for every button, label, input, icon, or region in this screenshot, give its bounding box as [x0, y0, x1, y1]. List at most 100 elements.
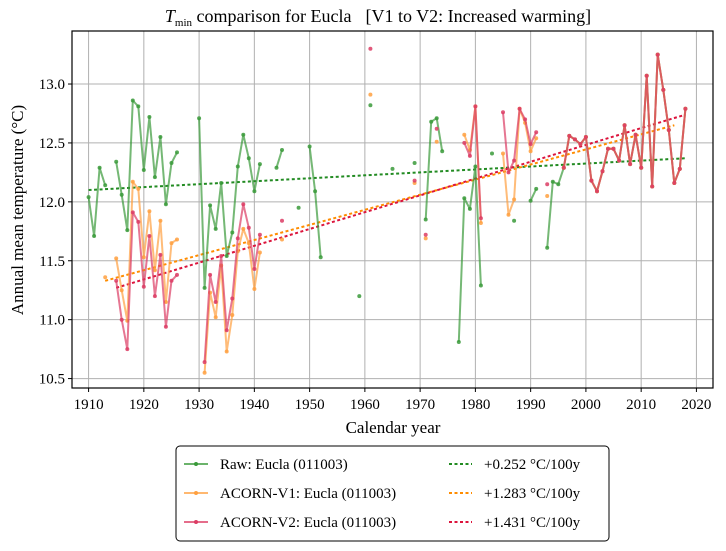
- series-line: [115, 211, 178, 351]
- data-point: [241, 226, 246, 231]
- y-tick-label: 12.0: [39, 195, 65, 211]
- series-line: [198, 118, 261, 289]
- x-tick-label: 2010: [626, 397, 656, 413]
- data-point: [125, 228, 130, 233]
- data-point: [628, 162, 633, 167]
- data-point: [175, 150, 179, 155]
- data-point: [412, 178, 417, 183]
- data-point: [617, 158, 622, 163]
- legend-trend-entries: +0.252 °C/100y +1.283 °C/100y +1.431 °C/10…: [449, 457, 581, 531]
- data-point: [534, 186, 539, 191]
- data-point: [545, 182, 550, 187]
- data-point: [163, 202, 168, 207]
- data-point: [202, 285, 207, 290]
- data-point: [125, 347, 130, 352]
- x-tick-label: 2000: [571, 397, 601, 413]
- data-point: [683, 106, 688, 111]
- data-point: [169, 241, 174, 246]
- data-point: [512, 158, 517, 163]
- data-point: [147, 209, 152, 214]
- data-point: [467, 153, 472, 158]
- data-point: [561, 165, 566, 170]
- data-point: [545, 245, 550, 250]
- trend-line-0: [88, 157, 686, 192]
- data-point: [274, 165, 279, 170]
- data-point: [429, 119, 434, 124]
- data-point: [528, 142, 533, 147]
- series-line: [115, 180, 178, 322]
- data-point: [141, 284, 146, 289]
- data-point: [567, 133, 572, 138]
- data-point: [97, 165, 102, 170]
- data-point: [246, 156, 251, 161]
- title-text: comparison for Eucla: [192, 6, 351, 26]
- legend-marker: [194, 491, 198, 495]
- data-point: [517, 106, 522, 111]
- legend-label: ACORN-V2: Eucla (011003): [220, 515, 396, 531]
- data-point: [528, 149, 533, 154]
- data-point: [412, 161, 417, 165]
- x-tick-label: 1940: [239, 397, 269, 413]
- x-axis-title: Calendar year: [346, 418, 441, 437]
- data-point: [235, 164, 240, 169]
- series-line: [463, 105, 482, 219]
- series-line: [457, 165, 482, 343]
- y-tick-label: 10.5: [39, 372, 65, 388]
- legend-label: Raw: Eucla (011003): [220, 457, 348, 473]
- trend-line-1: [104, 124, 675, 282]
- y-axis-title: Annual mean temperature (°C): [8, 105, 27, 315]
- data-point: [368, 46, 373, 51]
- data-point: [633, 132, 638, 137]
- x-tick-label: 1960: [350, 397, 380, 413]
- data-point: [512, 218, 517, 223]
- data-point: [136, 186, 141, 191]
- legend-marker: [194, 462, 198, 466]
- series-line: [424, 117, 444, 220]
- data-point: [147, 234, 152, 238]
- legend-entry: +0.252 °C/100y: [449, 457, 581, 473]
- data-point: [622, 123, 627, 128]
- data-point: [114, 278, 119, 283]
- legend-label: +1.431 °C/100y: [484, 515, 581, 531]
- legend: Raw: Eucla (011003) ACORN-V1: Eucla (0110…: [175, 445, 610, 542]
- data-point: [175, 237, 179, 242]
- data-point: [230, 313, 235, 317]
- data-point: [666, 128, 671, 132]
- data-point: [169, 161, 174, 165]
- data-point: [114, 256, 119, 261]
- legend-entry: +1.283 °C/100y: [449, 486, 581, 502]
- data-point: [136, 104, 141, 109]
- data-point: [512, 197, 517, 202]
- data-point: [103, 275, 108, 280]
- data-point: [534, 130, 539, 135]
- data-point: [606, 146, 610, 151]
- data-point: [257, 162, 262, 167]
- series-line: [529, 188, 538, 202]
- data-point: [462, 196, 467, 201]
- title-var: T: [165, 6, 177, 26]
- data-point: [434, 139, 439, 144]
- y-tick-label: 11.5: [39, 254, 65, 270]
- data-point: [119, 317, 124, 322]
- data-point: [550, 179, 555, 184]
- data-point: [241, 202, 246, 207]
- data-point: [119, 192, 124, 197]
- data-point: [213, 315, 218, 320]
- legend-entry: ACORN-V1: Eucla (011003): [184, 486, 396, 502]
- x-axis-ticks: 1910 1920 1930 1940 1950 1960 1970 1980 1990 2000…: [74, 388, 711, 413]
- data-point: [224, 349, 229, 354]
- x-tick-label: 1970: [405, 397, 435, 413]
- y-tick-label: 13.0: [39, 77, 65, 93]
- data-point: [423, 236, 428, 241]
- data-point: [152, 294, 157, 299]
- title-var-subscript: min: [175, 17, 193, 29]
- data-point: [163, 324, 168, 329]
- data-point: [390, 166, 395, 171]
- y-tick-label: 11.0: [39, 313, 65, 329]
- data-point: [230, 230, 235, 235]
- data-point: [534, 136, 539, 141]
- data-point: [257, 232, 262, 237]
- data-point: [318, 255, 323, 260]
- data-point: [600, 169, 605, 174]
- data-point: [202, 360, 207, 365]
